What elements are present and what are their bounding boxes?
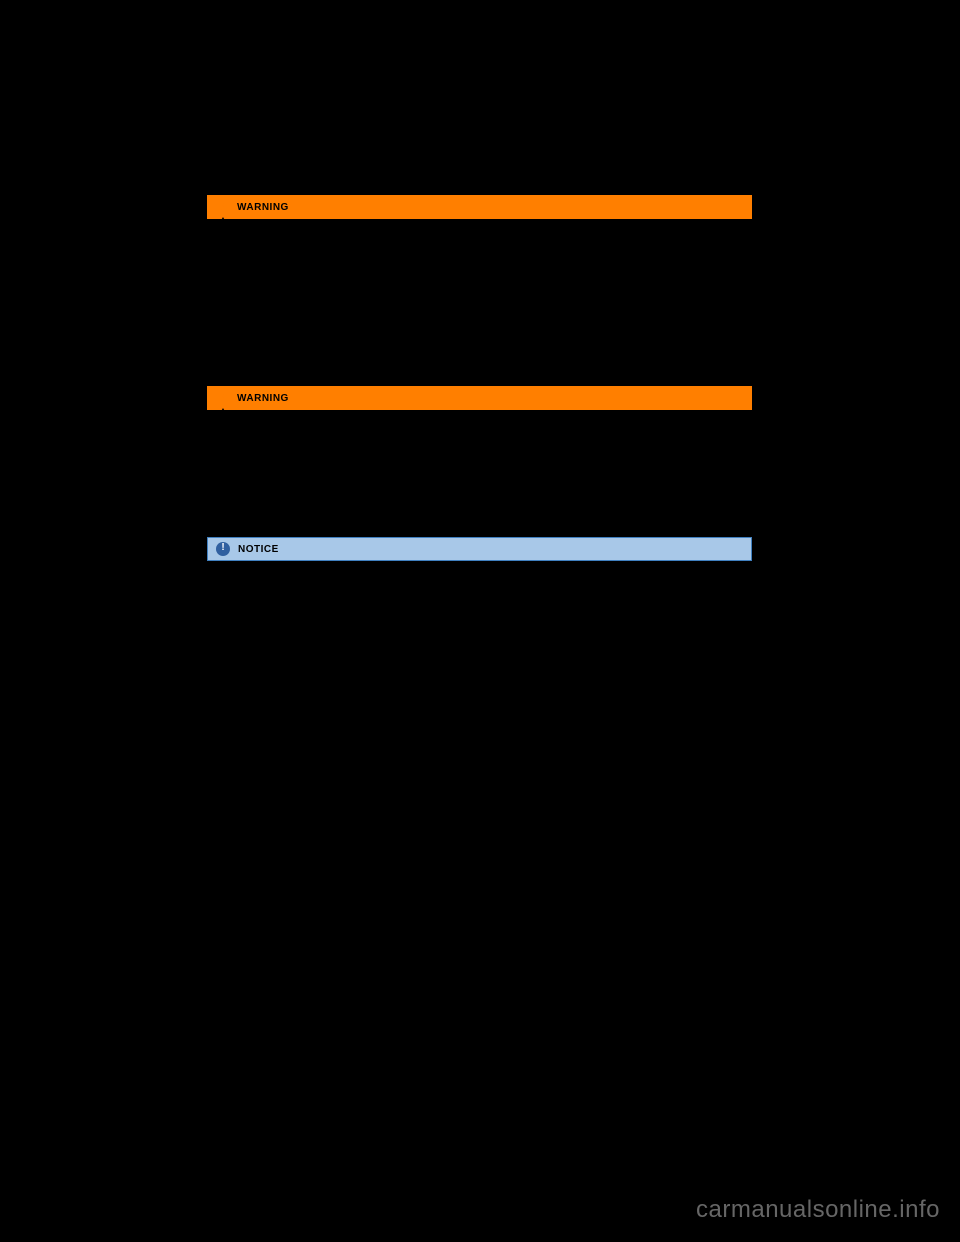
notice-label: NOTICE [238,544,279,555]
watermark-text: carmanualsonline.info [696,1196,940,1224]
warning-triangle-icon [215,200,231,215]
warning-box-1: WARNING [207,195,752,219]
spacer [207,422,752,537]
notice-circle-icon [216,542,232,557]
content-area: WARNING WARNING NOTICE [207,195,752,573]
notice-box: NOTICE [207,537,752,561]
spacer [207,231,752,386]
warning-box-2: WARNING [207,386,752,410]
warning-label-2: WARNING [237,393,289,404]
warning-triangle-icon [215,391,231,406]
warning-label-1: WARNING [237,202,289,213]
